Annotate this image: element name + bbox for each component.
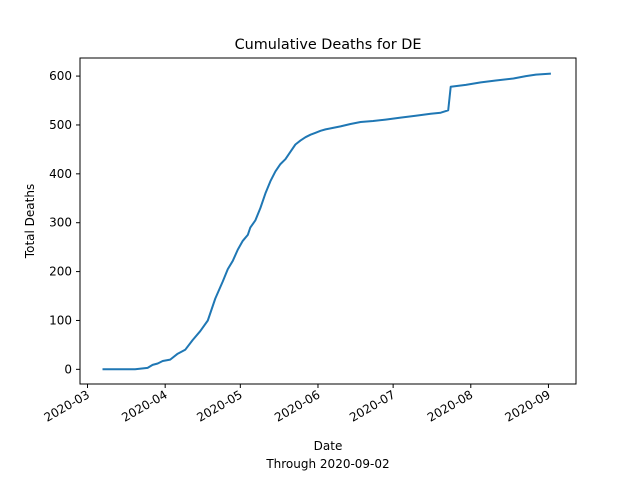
y-axis-ticks: 0 100 200 300 400 500 600 — [49, 69, 80, 376]
y-tick-label: 400 — [49, 167, 72, 181]
plot-frame — [79, 57, 577, 385]
x-tick-label: 2020-03 — [42, 387, 92, 424]
y-tick-label: 300 — [49, 216, 72, 230]
x-axis-sublabel: Through 2020-09-02 — [265, 457, 389, 471]
y-tick-label: 500 — [49, 118, 72, 132]
series-line — [102, 72, 551, 371]
y-tick-label: 600 — [49, 69, 72, 83]
chart-title: Cumulative Deaths for DE — [235, 37, 422, 53]
x-tick-label: 2020-09 — [502, 387, 552, 424]
x-tick-label: 2020-04 — [119, 387, 169, 424]
y-tick-label: 200 — [49, 265, 72, 279]
y-tick-label: 0 — [64, 362, 72, 376]
y-tick-label: 100 — [49, 313, 72, 327]
x-tick-label: 2020-08 — [425, 387, 475, 424]
y-axis-label: Total Deaths — [23, 184, 37, 259]
x-axis-label: Date — [314, 439, 343, 453]
x-tick-label: 2020-05 — [194, 387, 244, 424]
x-axis-ticks: 2020-03 2020-04 2020-05 2020-06 2020-07 2020-… — [42, 384, 553, 425]
x-tick-label: 2020-06 — [272, 387, 322, 424]
x-tick-label: 2020-07 — [347, 387, 397, 424]
